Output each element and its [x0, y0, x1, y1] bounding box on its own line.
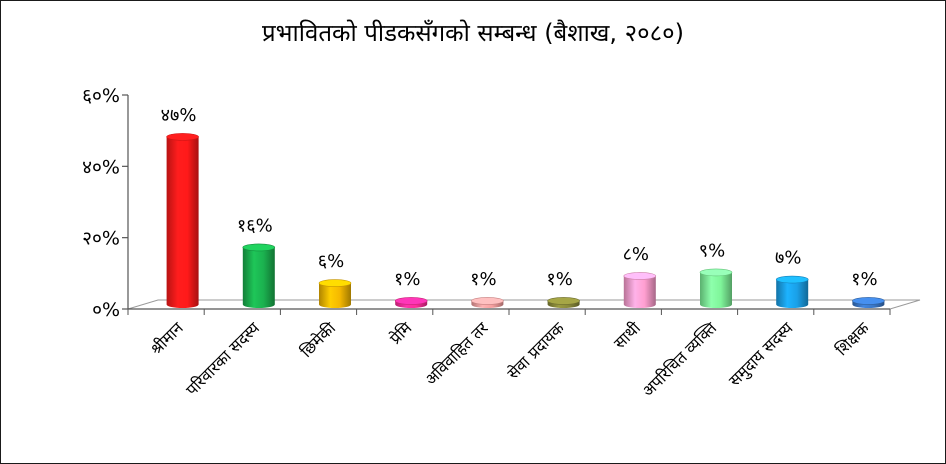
bar-cap — [775, 275, 809, 284]
category-label: परिवारका सदस्य — [182, 318, 264, 400]
category-label: अपरिचित व्यक्ति — [638, 318, 721, 401]
bar-cap — [852, 297, 885, 305]
bar-cap — [242, 243, 276, 252]
bar — [471, 297, 504, 309]
bar — [242, 243, 276, 308]
bar — [394, 297, 428, 309]
category-label: सेवा प्रदायक — [503, 318, 568, 383]
y-tick-label: ०% — [92, 299, 120, 321]
data-label: ४७% — [161, 105, 197, 126]
data-label: ९% — [699, 240, 725, 261]
bar-body — [242, 247, 275, 308]
bar-body — [166, 136, 199, 309]
category-label: अविवाहित तर — [421, 318, 492, 389]
bar — [852, 297, 885, 309]
bar-cap — [623, 272, 657, 280]
data-label: १% — [394, 269, 420, 290]
bar-body — [700, 272, 732, 309]
bar — [699, 268, 733, 309]
bars-layer — [166, 133, 885, 309]
data-label: १% — [546, 269, 572, 290]
bar-body — [623, 275, 656, 309]
data-label: ८% — [623, 244, 649, 265]
category-label: छिमेकी — [297, 318, 340, 361]
bar — [623, 272, 657, 309]
category-label: प्रेमि — [386, 318, 416, 348]
category-label: श्रीमान — [147, 318, 188, 359]
bar-cap — [318, 279, 352, 287]
bar-cap — [547, 297, 580, 305]
category-label: शिक्षक — [832, 318, 873, 359]
y-tick-label: ४०% — [82, 156, 120, 178]
category-label: साथी — [610, 318, 645, 353]
data-label: १६% — [237, 215, 273, 236]
bar-cap — [394, 297, 428, 305]
data-label: १% — [470, 269, 496, 290]
bar-body — [776, 279, 809, 309]
data-label: १% — [851, 269, 877, 290]
bar-cap — [166, 133, 199, 141]
bar — [166, 133, 199, 309]
chart-title: प्रभावितको पीडकसँगको सम्बन्ध (बैशाख, २०८… — [262, 19, 684, 47]
bar — [318, 279, 352, 309]
data-label: ७% — [775, 248, 801, 269]
bar-cap — [699, 268, 733, 277]
bar-body — [319, 283, 351, 309]
bar — [547, 297, 580, 309]
y-tick-label: २०% — [82, 228, 120, 250]
data-label: ६% — [318, 251, 344, 272]
category-label: समुदाय सदस्य — [725, 318, 798, 391]
y-tick-label: ६०% — [82, 85, 120, 107]
bar-cap — [471, 297, 504, 305]
bar — [775, 275, 809, 309]
